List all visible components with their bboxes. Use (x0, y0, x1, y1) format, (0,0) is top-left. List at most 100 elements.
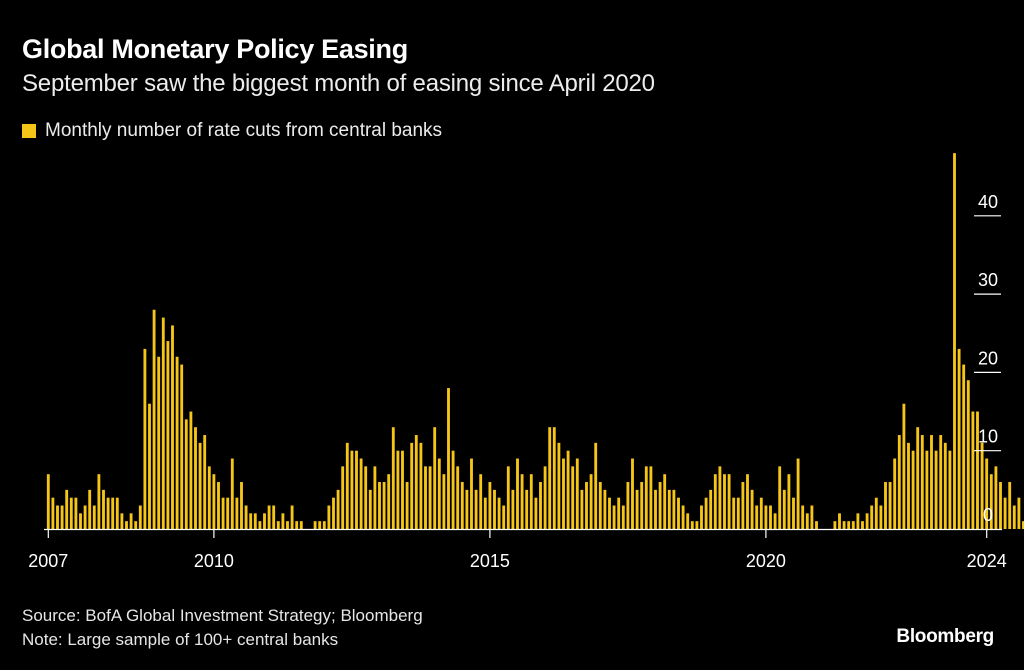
bar (488, 482, 492, 529)
bar (667, 489, 671, 529)
bar (166, 341, 170, 529)
bar (654, 489, 657, 529)
bar (897, 435, 901, 529)
bar (318, 521, 322, 529)
bar (313, 521, 317, 529)
legend-label: Monthly number of rate cuts from central… (45, 120, 443, 141)
bar (815, 521, 818, 529)
bar (336, 489, 340, 529)
legend-swatch (22, 124, 36, 138)
bar (267, 505, 271, 529)
bar (382, 482, 386, 529)
bar (184, 419, 188, 529)
bar (401, 450, 404, 529)
bar (198, 442, 202, 529)
bar (410, 442, 414, 529)
bar (497, 497, 501, 529)
bar (212, 474, 216, 529)
bar (405, 482, 409, 529)
x-tick-label: 2007 (28, 551, 68, 571)
bar (580, 489, 584, 529)
bar (787, 474, 791, 529)
bar (870, 505, 874, 529)
bar (60, 505, 64, 529)
bar (460, 482, 464, 529)
bar (419, 442, 423, 529)
bar (106, 497, 110, 529)
bar (865, 513, 869, 529)
bar (79, 513, 82, 529)
x-tick-label: 2020 (746, 551, 786, 571)
bar (769, 505, 772, 529)
bar (746, 474, 749, 529)
bar (341, 466, 345, 529)
source-note: Source: BofA Global Investment Strategy;… (22, 606, 423, 625)
bar (69, 497, 73, 529)
bar (286, 521, 289, 529)
bar (396, 450, 400, 529)
bar (56, 505, 59, 529)
bar (976, 411, 979, 529)
bar (838, 513, 841, 529)
bar (879, 505, 883, 529)
bar (695, 521, 699, 529)
bar (433, 427, 437, 529)
bar (258, 521, 262, 529)
bar (465, 489, 469, 529)
bar (1003, 497, 1007, 529)
bar (74, 497, 78, 529)
bar (387, 474, 391, 529)
bar (249, 513, 253, 529)
bar (741, 482, 745, 529)
bar (585, 482, 588, 529)
bar (129, 513, 133, 529)
bar (847, 521, 851, 529)
bar (971, 411, 975, 529)
bar (143, 348, 147, 529)
bar (368, 489, 372, 529)
bar (888, 482, 892, 529)
bar (861, 521, 864, 529)
bar (1012, 505, 1016, 529)
bar (272, 505, 276, 529)
bar (700, 505, 703, 529)
bar (175, 356, 179, 529)
bar (152, 309, 156, 529)
bar (65, 489, 69, 529)
bar (571, 466, 575, 529)
bar (125, 521, 128, 529)
bar (332, 497, 335, 529)
bar (874, 497, 878, 529)
bar (148, 403, 151, 529)
bar (442, 474, 446, 529)
bar (295, 521, 299, 529)
bar (755, 505, 759, 529)
legend: Monthly number of rate cuts from central… (22, 120, 442, 142)
bar (750, 489, 754, 529)
bar (207, 466, 211, 529)
bar (681, 505, 685, 529)
bar (217, 482, 220, 529)
bar (985, 458, 989, 529)
bar (663, 474, 667, 529)
bar (391, 427, 395, 529)
bar (925, 450, 929, 529)
sample-note: Note: Large sample of 100+ central banks (22, 630, 339, 649)
bar (203, 435, 207, 529)
bar (253, 513, 257, 529)
bar (939, 435, 943, 529)
bar (934, 450, 938, 529)
bar (244, 505, 248, 529)
bar (810, 505, 814, 529)
bar (957, 348, 961, 529)
bar (276, 521, 280, 529)
bar (226, 497, 230, 529)
bar (856, 513, 860, 529)
bar (562, 458, 565, 529)
bar (727, 474, 731, 529)
bar (134, 521, 138, 529)
bar (327, 505, 331, 529)
bar (180, 364, 184, 529)
bar (552, 427, 556, 529)
